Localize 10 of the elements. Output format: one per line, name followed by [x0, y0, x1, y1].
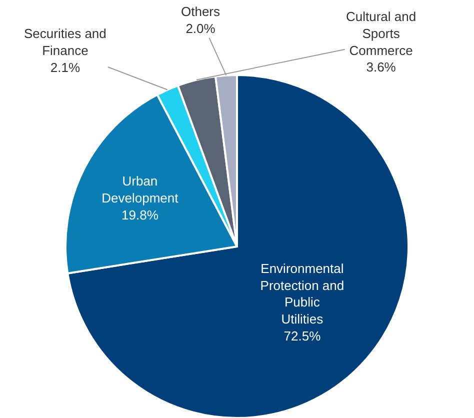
slice-label: Cultural and Sports Commerce	[346, 9, 416, 58]
data-label: 3.6%	[366, 60, 396, 75]
slice-label: Others	[181, 4, 221, 19]
data-label: 2.1%	[50, 60, 80, 75]
data-label: 72.5%	[284, 328, 322, 344]
slice-label: Securities and Finance	[24, 26, 106, 58]
slice-label: Urban Development	[102, 174, 179, 206]
data-label: 19.8%	[122, 207, 159, 222]
data-label: 2.0%	[186, 20, 216, 36]
slice-label: Environmental Protection and Public Utilities	[260, 260, 344, 327]
